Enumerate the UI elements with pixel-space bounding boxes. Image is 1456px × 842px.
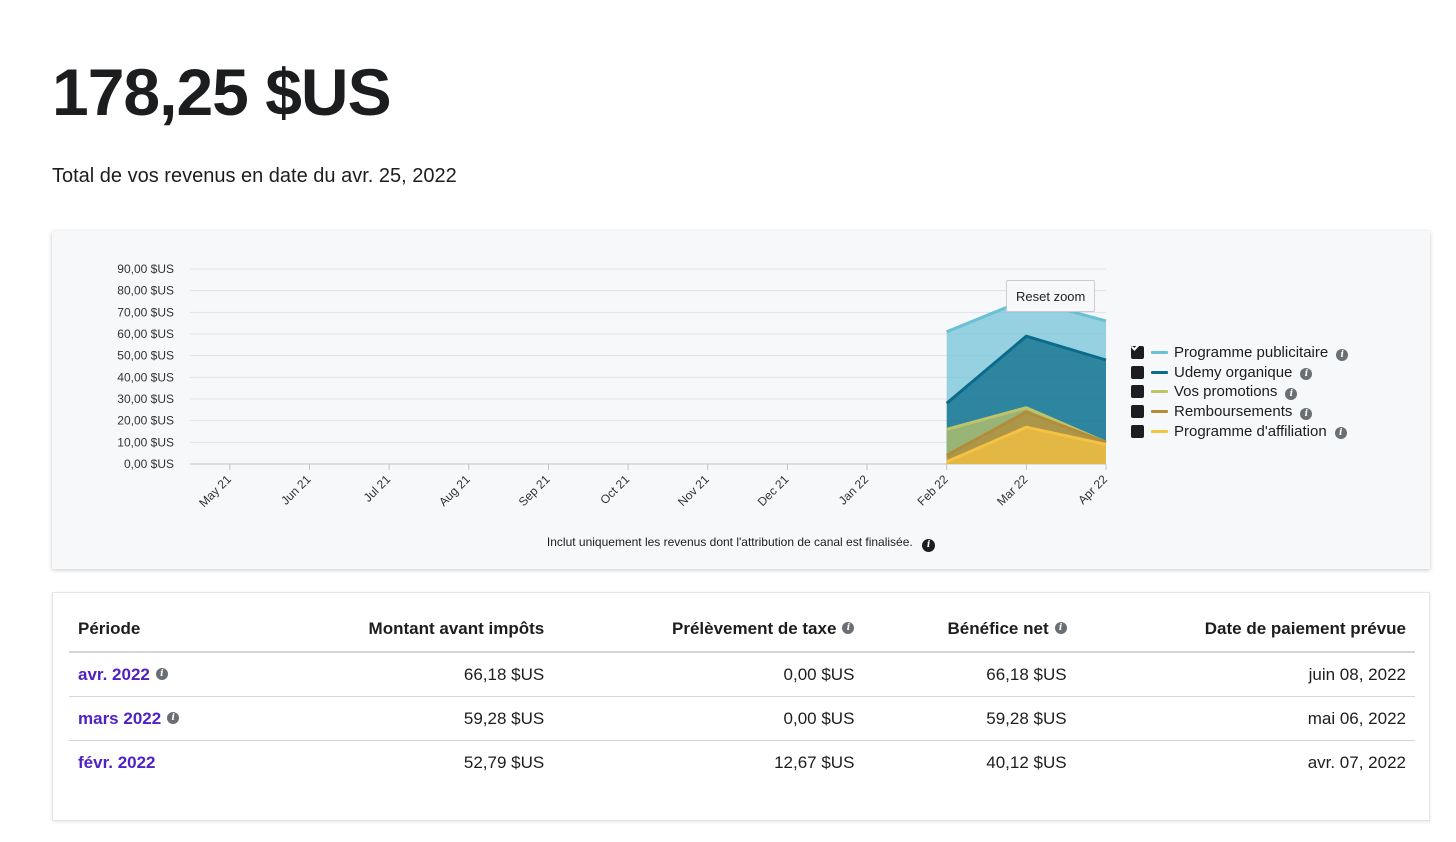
y-tick-label: 90,00 $US <box>117 262 174 276</box>
series-line <box>946 425 1107 464</box>
cell-gross: 52,79 $US <box>463 752 545 772</box>
legend-swatch <box>1151 410 1168 414</box>
x-tick-label: Jul 21 <box>361 472 394 505</box>
y-tick-label: 70,00 $US <box>117 305 174 319</box>
cell-period: avr. 2022 i <box>69 652 254 697</box>
legend-label: Programme d'affiliation <box>1174 422 1327 440</box>
checkbox-checked-icon[interactable] <box>1131 343 1144 379</box>
checkbox-checked-icon[interactable] <box>1131 343 1144 419</box>
table-header-row: Période Montant avant impôts Prélèvement… <box>69 607 1415 653</box>
x-tick-label: Feb 22 <box>915 472 952 509</box>
legend-item-vos-promotions[interactable]: Vos promotions i <box>1131 343 1348 402</box>
cell-tax: 0,00 $US <box>553 652 864 697</box>
x-tick-label: Apr 22 <box>1075 472 1110 507</box>
legend-label: Udemy organique <box>1174 363 1293 381</box>
series-line <box>945 334 1107 405</box>
cell-tax: 0,00 $US <box>553 696 864 741</box>
cell-tax: 12,67 $US <box>774 752 855 772</box>
cell-net: 59,28 $US <box>863 696 1076 741</box>
payout-table-card: Période Montant avant impôts Prélèvement… <box>52 592 1430 821</box>
info-icon[interactable]: i <box>1300 407 1313 420</box>
legend-item-programme-publicitaire[interactable]: Programme publicitaire i <box>1131 343 1349 363</box>
chart-legend: Programme publicitaire i Udemy organique… <box>1131 343 1349 441</box>
legend-swatch <box>1151 429 1168 433</box>
x-tick-label: Oct 21 <box>597 472 632 507</box>
legend-item-programme-affiliation[interactable]: Programme d'affiliation i <box>1131 343 1348 441</box>
legend-item-remboursements[interactable]: Remboursements i <box>1131 343 1348 422</box>
series-line <box>945 410 1107 457</box>
header-period: Période <box>69 607 254 653</box>
legend-swatch <box>1151 390 1168 394</box>
header-date: Date de paiement prévue <box>1075 607 1415 653</box>
checkbox-checked-icon[interactable] <box>1131 343 1144 399</box>
payout-table: Période Montant avant impôts Prélèvement… <box>69 607 1415 784</box>
cell-date: mai 06, 2022 <box>1075 696 1415 741</box>
info-icon[interactable]: i <box>1334 427 1347 440</box>
x-tick-label: Nov 21 <box>675 472 712 509</box>
y-tick-label: 60,00 $US <box>117 327 174 341</box>
x-tick-label: Sep 21 <box>516 472 553 509</box>
cell-gross: 59,28 $US <box>253 696 554 741</box>
info-icon[interactable]: i <box>922 539 936 552</box>
info-icon[interactable]: i <box>842 622 855 635</box>
x-tick-label: Jun 21 <box>278 472 314 508</box>
header-net: Bénéfice net i <box>863 607 1076 653</box>
y-tick-label: 40,00 $US <box>117 370 174 384</box>
x-tick-label: Aug 21 <box>436 472 473 509</box>
checkbox-checked-icon[interactable] <box>1131 343 1144 438</box>
cell-net: 66,18 $US <box>863 652 1076 697</box>
info-icon[interactable]: i <box>167 711 180 724</box>
cell-period: mars 2022 i <box>69 696 254 741</box>
info-icon[interactable]: i <box>155 667 168 680</box>
legend-label: Vos promotions <box>1174 383 1278 401</box>
legend-swatch <box>1151 370 1168 374</box>
cell-gross: 66,18 $US <box>253 652 554 697</box>
table-row: mars 2022 i 59,28 $US 0,00 $US 59,28 $US … <box>69 696 1415 741</box>
y-tick-label: 80,00 $US <box>117 284 174 298</box>
y-tick-label: 30,00 $US <box>117 392 174 406</box>
reset-zoom-button[interactable]: Reset zoom <box>1006 280 1096 312</box>
earnings-chart[interactable]: 0,00 $US 10,00 $US 20,00 $US 30,00 $US 40,00… <box>52 231 1430 569</box>
legend-label: Remboursements <box>1174 403 1293 421</box>
period-link[interactable]: avr. 2022 <box>78 664 150 684</box>
header-tax: Prélèvement de taxe i <box>553 607 864 653</box>
cell-net: 40,12 $US <box>986 752 1067 772</box>
cell-date: juin 08, 2022 <box>1075 652 1415 697</box>
header-gross: Montant avant impôts <box>253 607 554 653</box>
chart-footnote-text: Inclut uniquement les revenus dont l'att… <box>546 535 913 549</box>
legend-label: Programme publicitaire <box>1174 344 1329 362</box>
info-icon[interactable]: i <box>1300 368 1313 381</box>
info-icon[interactable]: i <box>1336 348 1349 361</box>
x-tick-label: Dec 21 <box>755 472 792 509</box>
period-link[interactable]: mars 2022 <box>78 708 162 728</box>
header-period-label: Période <box>78 619 141 638</box>
x-tick-label: Mar 22 <box>994 472 1031 509</box>
period-link[interactable]: févr. 2022 <box>78 752 156 772</box>
legend-item-udemy-organique[interactable]: Udemy organique i <box>1131 343 1348 383</box>
info-icon[interactable]: i <box>1285 387 1298 400</box>
info-icon[interactable]: i <box>1054 622 1067 635</box>
table-row: févr. 2022 52,79 $US 12,67 $US 40,12 $US… <box>69 741 1415 785</box>
cell-date: avr. 07, 2022 <box>1307 752 1406 772</box>
y-tick-label: 10,00 $US <box>117 435 174 449</box>
y-tick-label: 0,00 $US <box>124 457 174 471</box>
x-tick-label: May 21 <box>196 472 234 510</box>
header-date-label: Date de paiement prévue <box>1204 619 1406 638</box>
header-tax-label: Prélèvement de taxe <box>672 619 837 638</box>
table-row: avr. 2022 i 66,18 $US 0,00 $US 66,18 $US … <box>69 652 1415 697</box>
header-gross-label: Montant avant impôts <box>368 619 545 638</box>
legend-swatch <box>1151 351 1168 355</box>
earnings-subtitle: Total de vos revenus en date du avr. 25,… <box>52 165 457 187</box>
cell-period: févr. 2022 <box>69 741 253 785</box>
header-net-label: Bénéfice net <box>947 619 1049 638</box>
x-tick-label: Jan 22 <box>836 472 872 508</box>
chart-footnote: Inclut uniquement les revenus dont l'att… <box>52 535 1430 552</box>
earnings-chart-card: 0,00 $US 10,00 $US 20,00 $US 30,00 $US 40,00… <box>52 231 1430 569</box>
y-tick-label: 50,00 $US <box>117 349 174 363</box>
total-earnings: 178,25 $US <box>52 55 392 129</box>
y-tick-label: 20,00 $US <box>117 414 174 428</box>
